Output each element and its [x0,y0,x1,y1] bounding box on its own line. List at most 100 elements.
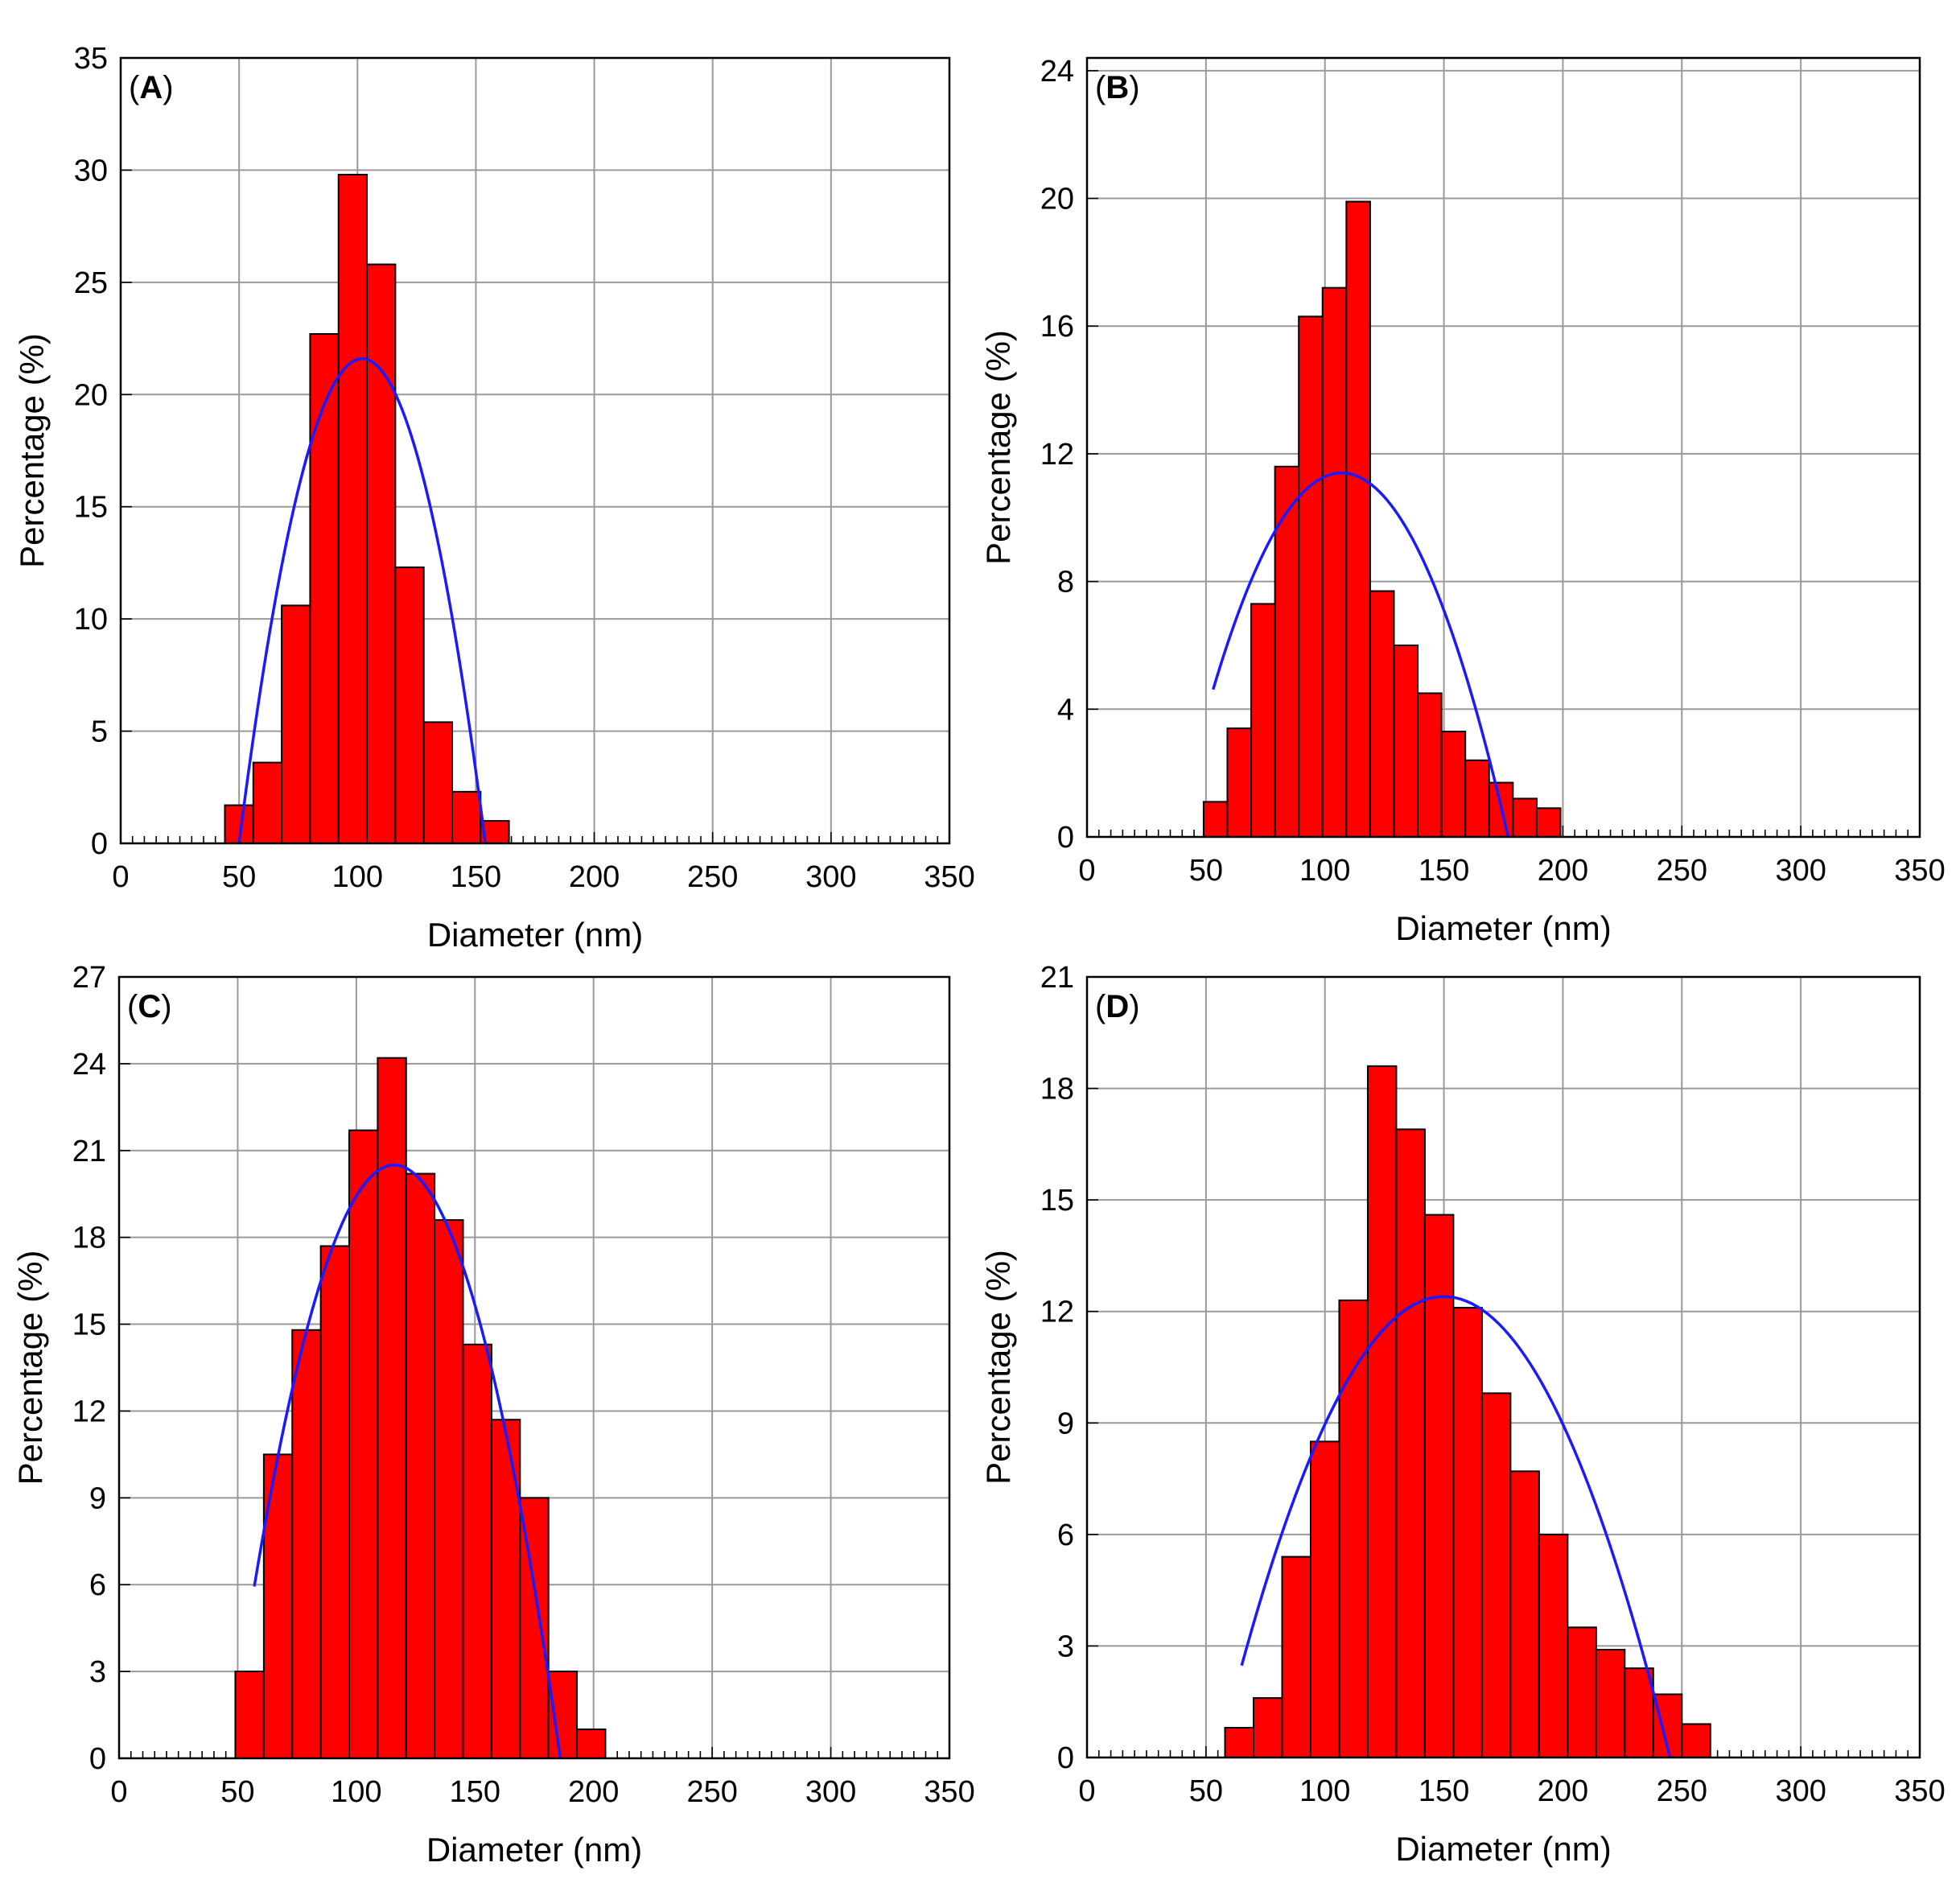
x-tick-label: 50 [1189,854,1223,888]
y-axis-title: Percentage (%) [979,1250,1017,1485]
histogram-bar [1281,1556,1311,1758]
histogram-bar [1509,1470,1540,1759]
histogram-bar [1538,1533,1569,1759]
x-tick-label: 250 [687,860,738,894]
histogram-bar [1535,807,1562,839]
y-tick-label: 6 [1057,1518,1074,1552]
y-tick-label: 3 [89,1655,106,1689]
x-tick-label: 200 [569,860,620,894]
x-tick-label: 350 [1894,1774,1945,1808]
x-tick-label: 100 [332,860,383,894]
y-tick-label: 12 [72,1395,106,1428]
y-tick-label: 12 [1040,438,1074,472]
panel-label: (B) [1095,70,1140,105]
histogram-bar [377,1057,407,1759]
histogram-bar [1423,1214,1455,1758]
histogram-bar [252,761,283,845]
histogram-bar [1567,1626,1597,1759]
histogram-bar [1366,1065,1398,1759]
x-tick-label: 150 [1419,1774,1469,1808]
y-tick-label: 18 [72,1222,106,1255]
histogram-bar [1321,286,1348,838]
histogram-bar [337,174,369,844]
histogram-bar [1393,644,1419,839]
x-axis-title: Diameter (nm) [1395,909,1611,947]
chart-panel-b: 0 50 100 150 200 250 300 350 0 4 8 12 16 20 24 Diameter… [979,55,1946,947]
histogram-bar [405,1172,436,1759]
histogram-bar [1452,1307,1483,1758]
histogram-bar [490,1419,521,1759]
x-tick-label: 0 [110,1775,127,1809]
histogram-bar [291,1329,322,1759]
plot-frame [1085,56,1921,839]
y-tick-label: 15 [72,1308,106,1342]
y-tick-label: 9 [1057,1407,1074,1440]
x-tick-label: 50 [1189,1774,1223,1808]
histogram-bar [1224,1727,1254,1758]
chart-panel-a: 0 50 100 150 200 250 300 350 0 5 10 15 20 25 30 35 Diame… [13,42,975,954]
fit-curve [237,356,487,844]
y-tick-label: 3 [1057,1630,1074,1663]
panel-label: (D) [1095,989,1140,1024]
histogram-bar [394,567,425,845]
histogram-bar [1512,797,1538,838]
y-tick-label: 24 [72,1048,106,1082]
y-tick-label: 15 [74,491,108,525]
y-tick-label: 15 [1040,1184,1074,1218]
x-tick-label: 0 [1078,1774,1095,1808]
histogram-bar [422,721,454,844]
chart-panel-c: 0 50 100 150 200 250 300 350 0 3 6 9 12 15 18 21 24 27 Dia… [11,961,975,1869]
y-tick-label: 6 [89,1568,106,1602]
y-tick-label: 30 [74,154,108,187]
y-tick-label: 0 [1057,1741,1074,1775]
x-axis-title: Diameter (nm) [426,1831,642,1869]
histogram-bar [234,1671,265,1759]
x-tick-label: 250 [686,1775,737,1809]
histogram-bar [1395,1128,1426,1758]
histogram-bar [281,604,311,844]
x-tick-label: 150 [1419,854,1469,888]
histogram-bar [1681,1723,1711,1758]
x-axis-title: Diameter (nm) [1395,1830,1611,1868]
plot-frame [117,975,951,1760]
x-tick-label: 150 [451,860,501,894]
histogram-bar [1309,1440,1340,1759]
histogram-bar [434,1219,464,1759]
y-tick-label: 27 [72,961,106,995]
x-axis-title: Diameter (nm) [427,916,643,954]
histogram-bar [1250,603,1276,838]
x-tick-label: 350 [1894,854,1945,888]
x-tick-label: 350 [924,1775,974,1809]
histogram-bar [519,1497,550,1760]
y-tick-label: 21 [1040,961,1074,995]
y-tick-label: 0 [91,827,108,861]
histogram-bar [309,332,340,845]
x-tick-label: 300 [805,860,856,894]
x-tick-label: 300 [805,1775,856,1809]
fit-curve [253,1164,562,1759]
histogram-bar [1253,1697,1283,1758]
plot-frame [1085,975,1921,1759]
y-axis-title: Percentage (%) [979,330,1017,565]
x-tick-label: 250 [1657,1774,1707,1808]
x-tick-label: 50 [222,860,256,894]
histogram-bar [1464,759,1490,838]
y-tick-label: 0 [1057,821,1074,855]
histogram-bar [319,1245,351,1759]
y-tick-label: 20 [74,378,108,412]
histogram-bar [462,1343,492,1759]
x-tick-label: 150 [450,1775,500,1809]
histogram-bar [1345,200,1371,838]
chart-panel-d: 0 50 100 150 200 250 300 350 0 3 6 9 12 15 18 21 Diamete… [979,961,1946,1868]
x-tick-label: 300 [1775,1774,1826,1808]
y-tick-label: 4 [1057,693,1074,727]
histogram-bar [1274,465,1300,838]
x-tick-label: 50 [220,1775,254,1809]
y-tick-label: 9 [89,1481,106,1515]
y-axis-title: Percentage (%) [13,333,51,568]
histogram-bar [1298,315,1324,839]
x-tick-label: 200 [1538,854,1588,888]
y-axis-title: Percentage (%) [11,1251,49,1485]
y-tick-label: 24 [1040,55,1074,89]
